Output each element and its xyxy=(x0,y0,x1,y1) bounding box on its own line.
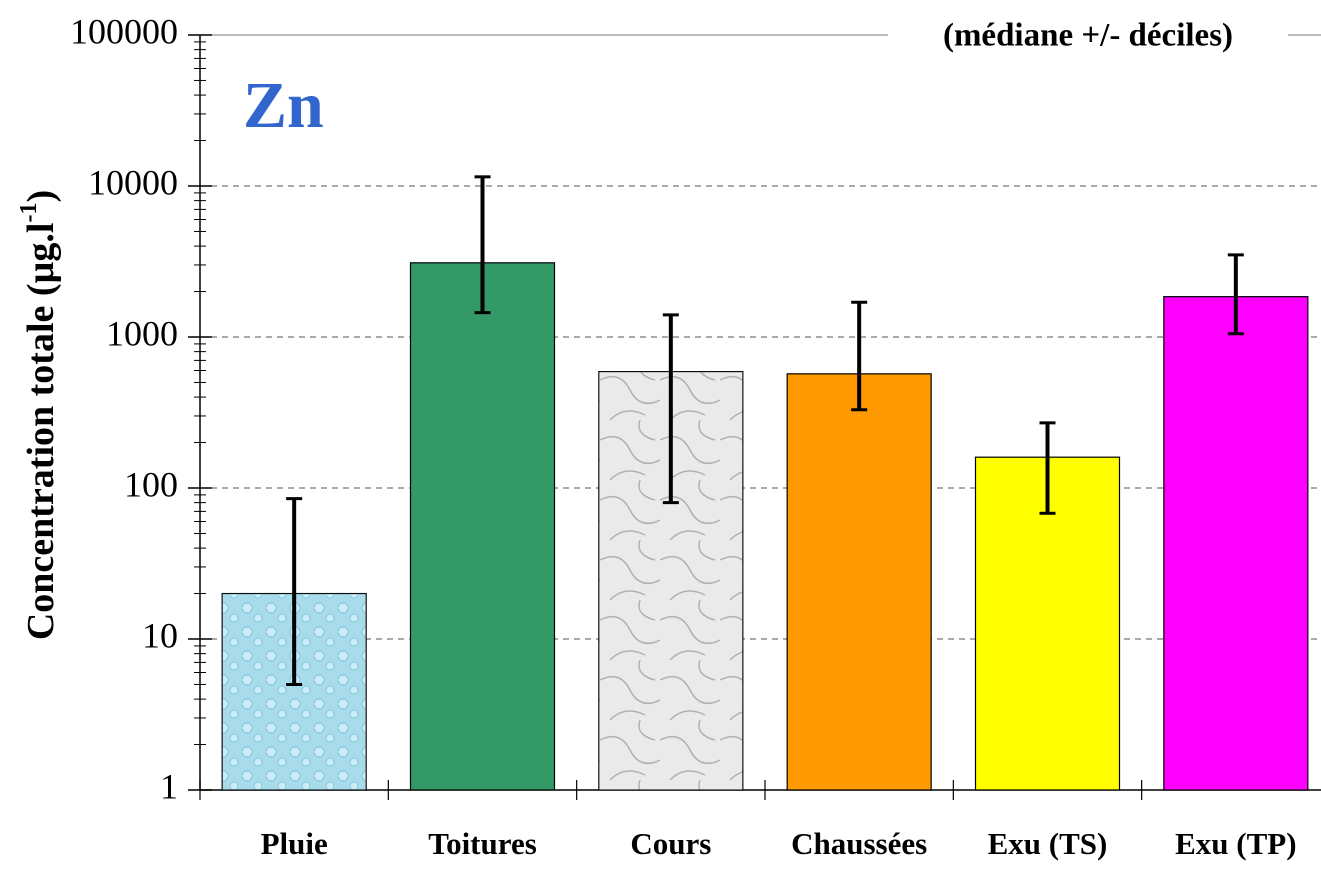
y-axis-label: Concentration totale (µg.l-1) xyxy=(16,190,62,640)
y-tick-label: 1 xyxy=(160,766,178,806)
chart: Zn Concentration totale (µg.l-1) 1 10 100 1… xyxy=(0,0,1321,874)
x-tick-label: Toitures xyxy=(428,826,537,861)
chart-title: Zn xyxy=(243,69,324,142)
y-tick-label: 10 xyxy=(142,615,178,655)
bar-tint xyxy=(411,263,555,790)
x-tick-label: Pluie xyxy=(261,826,328,861)
y-label-text: Concentration totale (µg.l xyxy=(20,223,62,641)
x-tick-label: Chaussées xyxy=(791,826,927,861)
y-tick-label: 100 xyxy=(124,464,178,504)
bar-tint xyxy=(787,374,931,790)
y-label-end: ) xyxy=(20,190,62,203)
y-tick-label: 10000 xyxy=(88,162,178,202)
bar-tint xyxy=(1164,297,1308,790)
annotation: (médiane +/- déciles) xyxy=(943,18,1233,54)
x-tick-label: Exu (TP) xyxy=(1175,826,1296,861)
x-tick-label: Cours xyxy=(630,826,711,861)
x-tick-label: Exu (TS) xyxy=(988,826,1108,861)
y-tick-label: 1000 xyxy=(106,313,178,353)
y-label-sup: -1 xyxy=(16,203,42,223)
y-tick-label: 100000 xyxy=(70,11,178,51)
